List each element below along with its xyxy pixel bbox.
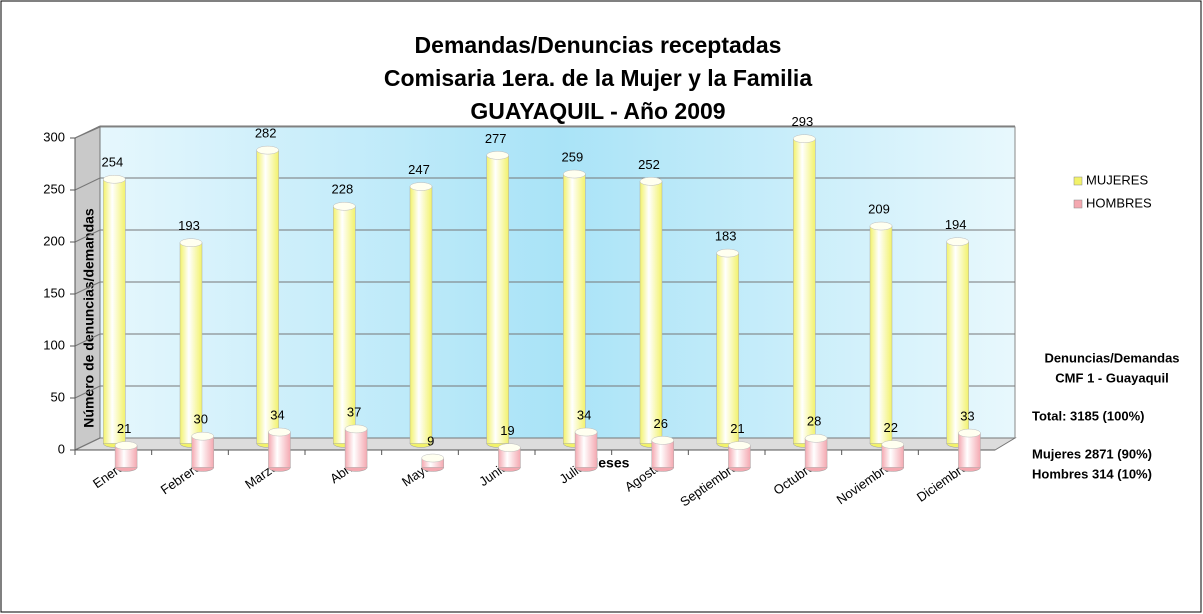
y-tick-label: 0 [58,441,65,456]
bar-top [344,424,368,434]
bar-top [103,174,126,184]
data-label: 21 [730,421,744,436]
bar [103,178,126,444]
data-label: 252 [638,157,660,172]
bar [639,181,663,444]
data-label: 194 [945,217,967,232]
data-label: 228 [331,182,353,197]
grid-line [74,281,101,295]
bar-top [498,443,521,452]
data-label: 26 [654,416,668,431]
annotation: CMF 1 - Guayaquil [1055,370,1168,385]
y-tick-label: 50 [51,389,65,404]
bar-top [881,440,905,449]
chart-title: Comisaria 1era. de la Mujer y la Familia [384,65,812,91]
y-tick-label: 250 [43,181,65,196]
bar-top [958,428,981,438]
data-label: 259 [561,149,583,164]
bar [191,435,215,468]
chart-title: GUAYAQUIL - Año 2009 [470,98,725,124]
annotations: Denuncias/Demandas CMF 1 - Guayaquil Tot… [1032,350,1180,481]
data-label: 34 [577,407,591,422]
data-label: 293 [791,114,813,129]
grid-line [74,333,101,347]
grid-line [74,125,101,139]
bar-top [333,202,356,211]
bar-top [256,145,279,155]
data-label: 193 [178,218,200,233]
data-label: 21 [117,421,131,436]
bar [574,431,598,468]
data-label: 33 [960,409,974,424]
bar [793,138,816,444]
y-tick-label: 300 [43,129,65,144]
data-label: 9 [427,433,434,448]
annotation: Hombres 314 (10%) [1032,466,1152,481]
y-axis-label: Número de denuncias/demandas [81,208,97,428]
bar-top [563,169,586,179]
bar-top [804,434,828,443]
annotation: Total: 3185 (100%) [1032,408,1144,423]
bar-top [651,436,675,445]
data-label: 209 [868,201,890,216]
bar-top [191,431,215,441]
grid-line [74,177,101,191]
bar [869,225,893,444]
data-label: 19 [500,423,514,438]
bar-top [179,238,203,247]
annotation: Mujeres 2871 (90%) [1032,446,1152,461]
bar [563,173,586,444]
bar [958,432,981,468]
data-label: 277 [485,131,507,146]
bar [256,149,279,444]
annotation: Denuncias/Demandas [1044,350,1179,365]
bar-top [716,248,739,258]
bar [716,252,739,444]
bar-top [793,134,816,143]
grid-line [74,385,101,399]
data-label: 37 [347,404,361,419]
bar-top [114,441,138,450]
data-label: 28 [807,414,821,429]
data-label: 22 [884,420,898,435]
data-label: 254 [101,155,123,170]
bar-top [728,441,751,450]
bar-top [574,427,598,437]
y-tick-label: 200 [43,233,65,248]
chart-title: Demandas/Denuncias receptadas [415,32,782,58]
bar-top [946,237,969,246]
bar [486,155,509,444]
bar [804,438,828,468]
y-tick-label: 100 [43,337,65,352]
bar-top [409,182,433,191]
legend-swatch [1073,176,1083,186]
bar [268,431,291,468]
bar-top [486,151,509,160]
bar [409,186,433,444]
data-label: 247 [408,162,430,177]
grid-line [74,229,101,243]
legend-label: MUJERES [1086,172,1148,187]
data-label: 34 [270,407,284,422]
bar [344,428,368,468]
y-tick-label: 150 [43,285,65,300]
bar-top [268,427,291,437]
legend-label: HOMBRES [1086,195,1152,210]
data-label: 282 [255,126,277,141]
data-label: 30 [194,412,208,427]
data-label: 183 [715,229,737,244]
bar-top [869,221,893,231]
bar-top [421,453,445,463]
x-axis-label: Meses [587,455,630,471]
bar-top [639,177,663,186]
legend-swatch [1073,199,1083,209]
grid-line [74,437,101,451]
